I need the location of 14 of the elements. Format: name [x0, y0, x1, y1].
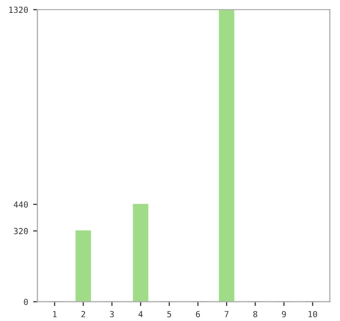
y-tick-label: 0 — [24, 298, 28, 306]
x-tick-label: 10 — [308, 310, 318, 318]
x-tick-label: 7 — [224, 311, 228, 318]
x-tick-label: 6 — [196, 310, 200, 318]
y-tick-label: 440 — [14, 201, 28, 208]
x-tick-label: 2 — [81, 310, 86, 318]
x-tick-label: 5 — [167, 311, 172, 318]
y-tick-label: 320 — [14, 228, 28, 234]
x-tick-label: 9 — [282, 310, 286, 318]
x-tick-label: 1 — [53, 311, 57, 318]
y-tick-label: 1320 — [9, 6, 28, 13]
x-tick-label: 3 — [110, 310, 114, 318]
x-tick-label: 4 — [138, 311, 143, 318]
x-tick-label: 8 — [253, 310, 258, 318]
